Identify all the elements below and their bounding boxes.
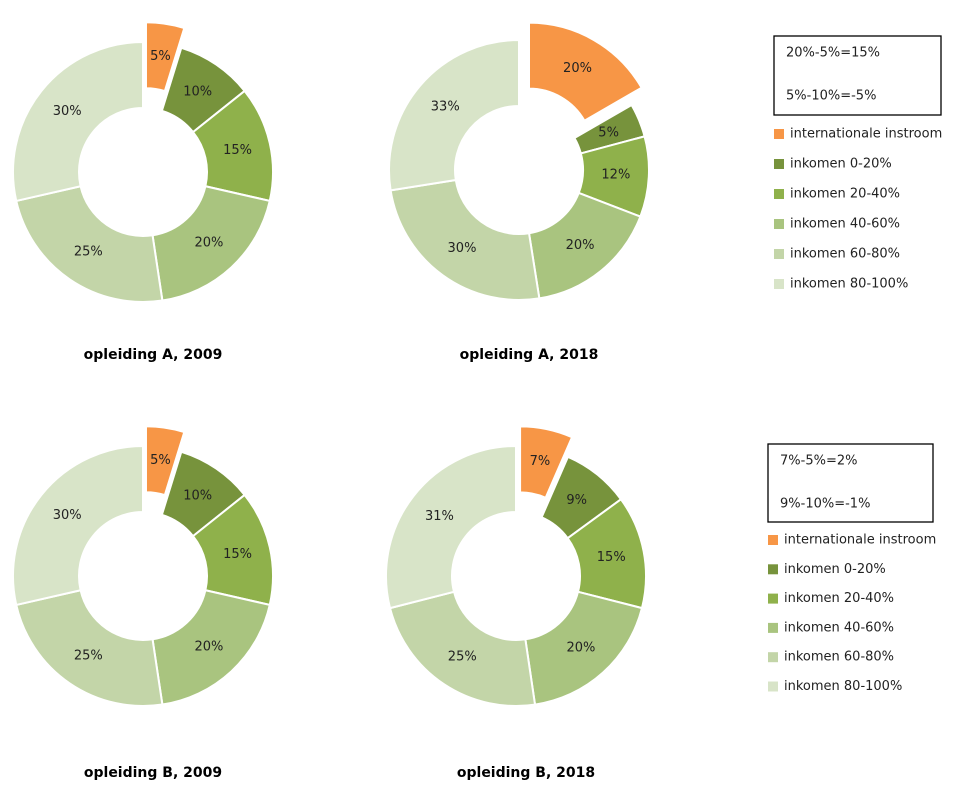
donut-slice [15, 589, 164, 707]
legend-swatch [768, 535, 778, 545]
legend-swatch [768, 564, 778, 575]
data-label: 20% [563, 61, 592, 76]
data-label: 9% [566, 493, 587, 508]
data-label: 5% [150, 453, 171, 468]
data-label: 31% [425, 509, 454, 524]
legend-label: inkomen 40-60% [784, 620, 894, 635]
legend-label: internationale instroom [784, 533, 936, 548]
data-label: 20% [195, 640, 224, 655]
legend-label: inkomen 80-100% [790, 277, 908, 292]
data-label: 25% [74, 245, 103, 260]
data-label: 15% [223, 547, 252, 562]
data-label: 10% [183, 488, 212, 503]
data-label: 20% [195, 236, 224, 251]
legend-label: inkomen 20-40% [784, 591, 894, 606]
donut-slice [15, 185, 164, 303]
chart-title: opleiding A, 2018 [460, 347, 599, 363]
donut-slice [385, 444, 517, 610]
data-label: 15% [597, 550, 626, 565]
annotation-box [767, 443, 934, 523]
legend-label: inkomen 20-40% [790, 187, 900, 202]
data-label: 33% [431, 100, 460, 115]
data-label: 12% [601, 168, 630, 183]
legend-label: internationale instroom [790, 127, 942, 142]
legend-label: inkomen 0-20% [784, 562, 886, 577]
donut-slice [151, 589, 271, 706]
legend-swatch [774, 219, 784, 229]
chart-title: opleiding A, 2009 [84, 347, 223, 363]
annotation: 5%-10%=-5% [786, 89, 876, 104]
data-label: 30% [53, 104, 82, 119]
legend-swatch [774, 249, 784, 259]
legend-label: inkomen 80-100% [784, 679, 902, 694]
donut-slice [388, 590, 537, 707]
legend-label: inkomen 60-80% [790, 247, 900, 262]
data-label: 25% [74, 649, 103, 664]
chart-title: opleiding B, 2009 [84, 765, 222, 781]
annotation: 7%-5%=2% [780, 454, 857, 469]
donut-slice [144, 21, 186, 93]
donut-slice [151, 185, 271, 302]
legend-swatch [774, 129, 784, 139]
legend-swatch [774, 189, 784, 199]
legend-swatch [768, 652, 778, 663]
donut-slice [528, 21, 643, 123]
donut-slice [388, 38, 520, 192]
data-label: 7% [530, 454, 551, 469]
legend-label: inkomen 40-60% [790, 217, 900, 232]
donut-slice [144, 425, 186, 497]
legend-swatch [774, 279, 784, 289]
data-label: 20% [566, 238, 595, 253]
donut-slice [12, 444, 144, 607]
data-label: 30% [53, 508, 82, 523]
legend-swatch [768, 622, 778, 633]
data-label: 20% [567, 641, 596, 656]
annotation: 9%-10%=-1% [780, 497, 870, 512]
legend-label: inkomen 60-80% [784, 650, 894, 665]
data-label: 30% [448, 241, 477, 256]
data-label: 10% [183, 84, 212, 99]
legend-swatch [774, 159, 784, 169]
data-label: 25% [448, 649, 477, 664]
legend-swatch [768, 681, 778, 692]
legend-label: inkomen 0-20% [790, 157, 892, 172]
donut-slice [389, 178, 541, 301]
data-label: 15% [223, 143, 252, 158]
data-label: 5% [150, 49, 171, 64]
annotation: 20%-5%=15% [786, 46, 880, 61]
data-label: 5% [598, 125, 619, 140]
donut-slice [524, 590, 644, 706]
chart-title: opleiding B, 2018 [457, 765, 595, 781]
donut-slice [12, 40, 144, 203]
legend-swatch [768, 593, 778, 604]
annotation-box [773, 35, 942, 116]
donut-slice [519, 425, 574, 500]
